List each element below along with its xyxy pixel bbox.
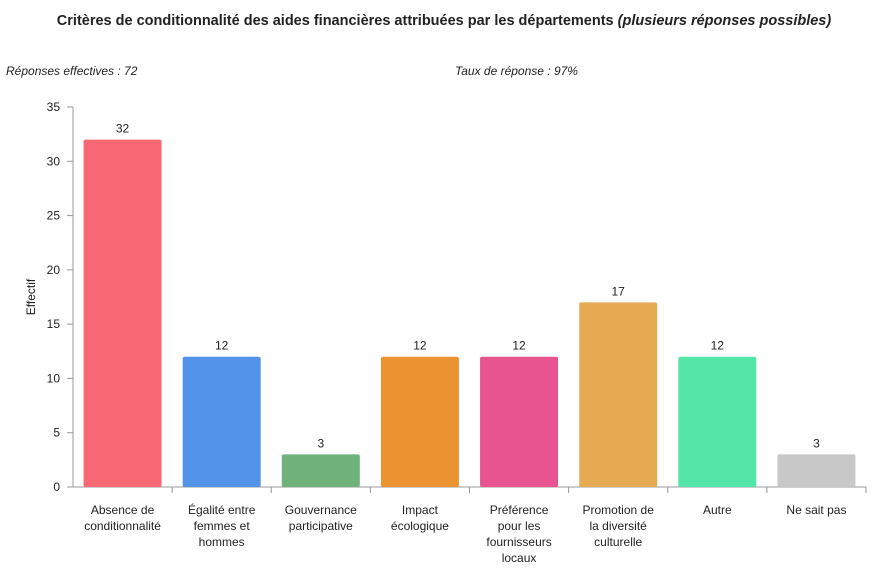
data-label: 17 [612,284,626,298]
y-axis-label: Effectif [24,278,38,315]
x-tick-label-line: Autre [703,503,732,517]
x-tick-label: Préférence pour les fournisseurs locaux [486,503,551,565]
title-main: Critères de conditionnalité des aides fi… [57,13,614,29]
x-tick-label: Ne sait pas [786,503,846,517]
x-tick-label: Gouvernance participative [285,503,357,533]
x-tick-label: Promotion de la diversité culturelle [583,503,655,549]
x-tick-label-line: hommes [199,535,245,549]
annotation: Réponses effectives : 72 [6,64,138,78]
x-tick-label-line: la diversité [590,519,648,533]
x-tick-label-line: locaux [502,551,537,565]
data-label: 12 [512,339,526,353]
y-tick-label: 5 [53,426,60,440]
x-tick-label-line: Ne sait pas [786,503,846,517]
data-label: 3 [813,436,820,450]
data-label: 32 [116,122,130,136]
bar [678,356,757,487]
x-tick-label-line: fournisseurs [486,535,551,549]
x-tick-label-line: Égalité entre [188,502,256,517]
y-tick-label: 10 [47,371,61,385]
data-label: 12 [215,339,229,353]
data-label: 12 [711,339,725,353]
y-tick-label: 30 [47,154,61,168]
x-tick-label-line: conditionnalité [84,519,161,533]
x-tick-label-line: pour les [498,519,541,533]
chart-title: Critères de conditionnalité des aides fi… [57,13,832,29]
title-suffix: (plusieurs réponses possibles) [618,13,832,29]
bar [480,356,559,487]
x-tick-label-line: Absence de [91,503,155,517]
x-tick-label-line: femmes et [194,519,251,533]
y-tick-label: 0 [53,480,60,494]
x-tick-label-line: participative [289,519,353,533]
bar [380,356,459,487]
y-tick-label: 20 [47,263,61,277]
x-tick-label-line: Préférence [490,503,549,517]
x-tick-label-line: écologique [391,519,449,533]
x-tick-label: Autre [703,503,732,517]
x-tick-label: Impact écologique [391,503,449,533]
x-tick-label: Absence de conditionnalité [84,503,161,533]
bar [579,302,658,487]
annotation: Taux de réponse : 97% [455,64,578,78]
bar [182,356,261,487]
bar [281,454,360,487]
bar [777,454,856,487]
x-tick-label-line: culturelle [594,535,642,549]
y-tick-label: 35 [47,100,61,114]
x-tick-label: Égalité entre femmes et hommes [188,502,256,549]
data-label: 12 [413,339,427,353]
x-tick-label-line: Impact [402,503,439,517]
x-tick-label-line: Promotion de [583,503,655,517]
data-label: 3 [317,436,324,450]
x-tick-label-line: Gouvernance [285,503,357,517]
y-tick-label: 25 [47,209,61,223]
y-tick-label: 15 [47,317,61,331]
bar [83,139,162,488]
